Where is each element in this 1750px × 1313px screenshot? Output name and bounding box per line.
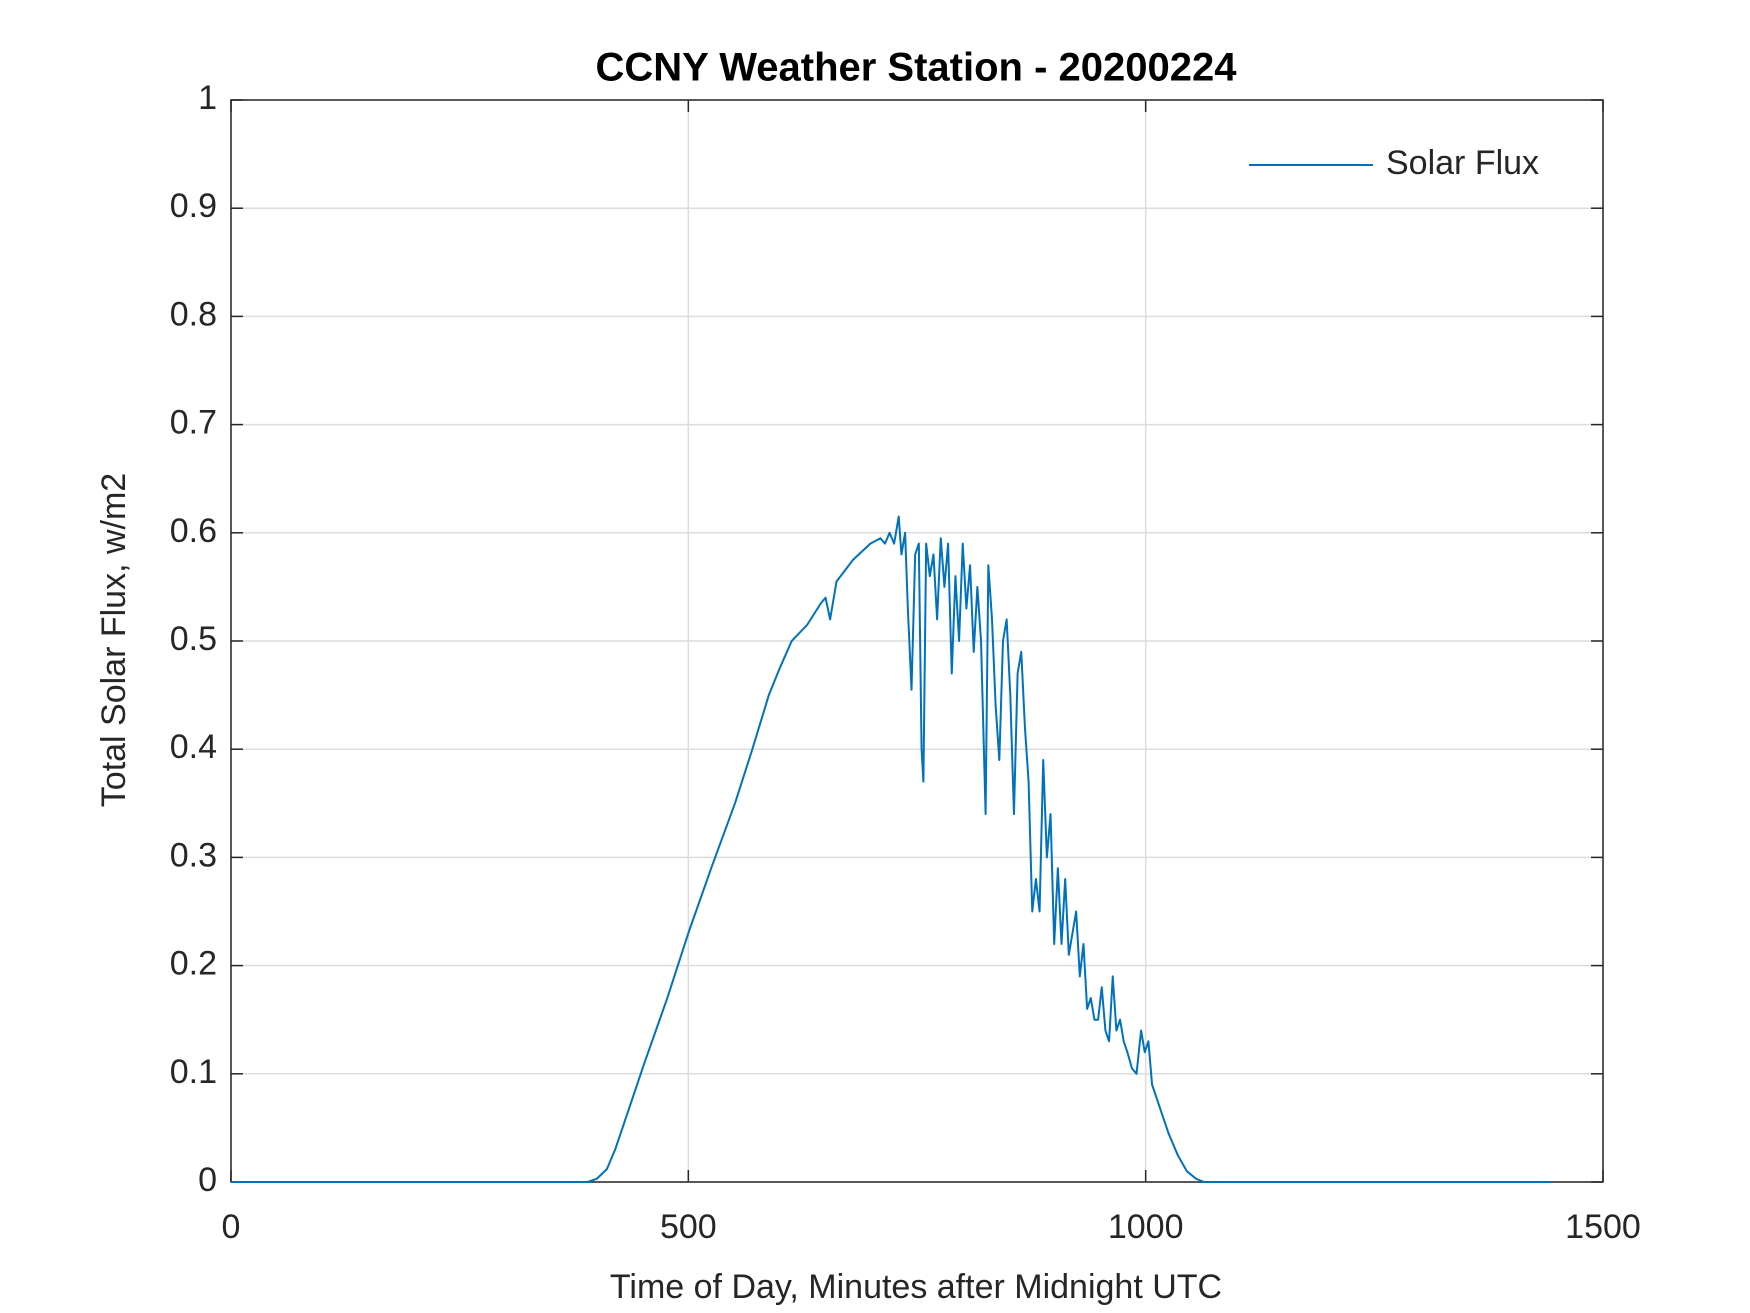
x-tick-label: 1500	[1565, 1208, 1641, 1246]
y-tick-label: 1	[198, 79, 217, 117]
x-tick-label: 500	[660, 1208, 717, 1246]
y-tick-label: 0.7	[170, 404, 217, 442]
x-tick-label: 0	[222, 1208, 241, 1246]
y-tick-label: 0.9	[170, 187, 217, 225]
y-axis-label: Total Solar Flux, w/m2	[95, 473, 133, 807]
y-tick-label: 0.1	[170, 1053, 217, 1091]
y-tick-label: 0.5	[170, 620, 217, 658]
legend-label: Solar Flux	[1386, 144, 1539, 182]
plot-frame	[230, 99, 1604, 1183]
series-line	[231, 515, 1551, 1183]
y-tick-label: 0.2	[170, 945, 217, 983]
chart-title: CCNY Weather Station - 20200224	[596, 46, 1238, 90]
y-tick-label: 0.6	[170, 512, 217, 550]
y-tick-label: 0	[198, 1161, 217, 1199]
x-tick-label: 1000	[1108, 1208, 1184, 1246]
y-tick-label: 0.4	[170, 728, 217, 766]
y-tick-label: 0.3	[170, 836, 217, 874]
y-tick-label: 0.8	[170, 295, 217, 333]
x-axis-label: Time of Day, Minutes after Midnight UTC	[610, 1268, 1222, 1306]
